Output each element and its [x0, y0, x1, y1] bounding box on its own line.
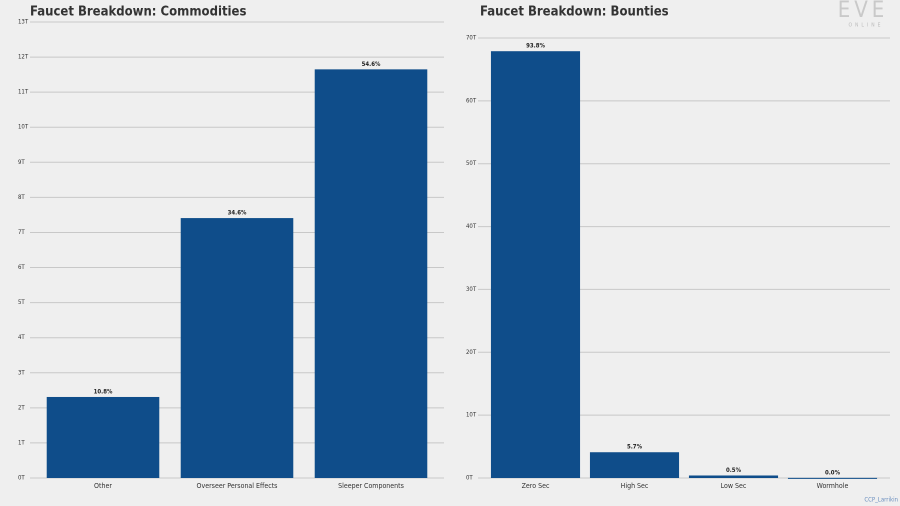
bar [490, 51, 581, 478]
y-tick-label: 12T [18, 54, 29, 61]
logo-sub: ONLINE [849, 23, 884, 29]
y-tick-label: 20T [466, 349, 477, 356]
bar [314, 69, 428, 478]
bar [787, 477, 878, 479]
y-tick-label: 40T [466, 223, 477, 230]
x-tick-label: High Sec [621, 482, 649, 490]
bar [180, 218, 294, 478]
y-tick-label: 60T [466, 97, 477, 104]
share-label: 0.0% [825, 469, 841, 476]
y-tick-label: 50T [466, 160, 477, 167]
y-tick-label: 70T [466, 35, 477, 42]
x-tick-label: Other [94, 482, 112, 490]
bar [688, 475, 779, 478]
y-tick-label: 3T [18, 369, 25, 376]
share-label: 0.5% [726, 467, 742, 474]
y-tick-label: 6T [18, 264, 25, 271]
bar [589, 452, 680, 478]
chart-title: Faucet Breakdown: Commodities [30, 5, 246, 20]
y-tick-label: 0T [18, 475, 25, 482]
y-tick-label: 0T [466, 475, 473, 482]
share-label: 93.8% [526, 43, 545, 50]
share-label: 10.8% [94, 388, 113, 395]
y-tick-label: 8T [18, 194, 25, 201]
y-tick-label: 10T [18, 124, 29, 131]
x-tick-label: Low Sec [721, 482, 747, 490]
y-tick-label: 30T [466, 286, 477, 293]
x-tick-label: Zero Sec [522, 482, 550, 490]
y-tick-label: 2T [18, 404, 25, 411]
share-label: 5.7% [627, 444, 643, 451]
credit: CCP_Larrikin [864, 497, 898, 504]
chart-title: Faucet Breakdown: Bounties [480, 5, 669, 20]
y-tick-label: 1T [18, 439, 25, 446]
y-tick-label: 11T [18, 89, 29, 96]
y-tick-label: 4T [18, 334, 25, 341]
share-label: 54.6% [362, 61, 381, 68]
y-tick-label: 9T [18, 159, 25, 166]
x-tick-label: Sleeper Components [338, 482, 404, 490]
share-label: 34.6% [228, 210, 247, 217]
x-tick-label: Overseer Personal Effects [197, 482, 278, 490]
x-tick-label: Wormhole [817, 482, 849, 490]
y-tick-label: 7T [18, 229, 25, 236]
y-tick-label: 5T [18, 299, 25, 306]
y-tick-label: 13T [18, 19, 29, 26]
logo: EVE [838, 0, 889, 23]
y-tick-label: 10T [466, 412, 477, 419]
bar [46, 396, 160, 478]
